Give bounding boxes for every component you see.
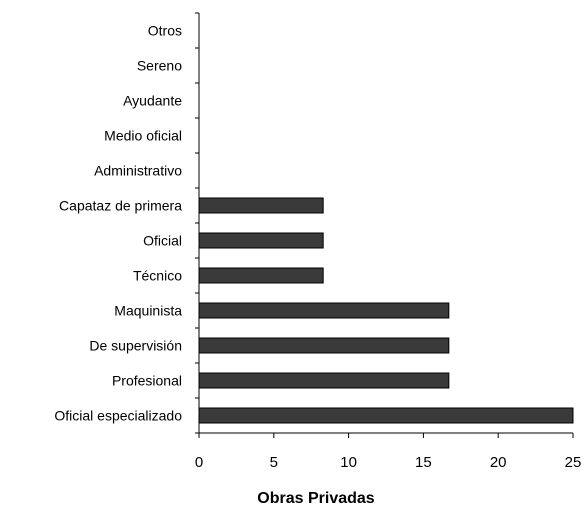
category-label: Maquinista xyxy=(114,303,182,319)
bar xyxy=(198,337,450,354)
category-label: Medio oficial xyxy=(104,128,182,144)
x-axis-ticks: 0 5 10 15 20 25 xyxy=(195,433,582,471)
category-label: Oficial especializado xyxy=(54,408,182,424)
x-axis-title: Obras Privadas xyxy=(257,490,375,507)
bar xyxy=(198,197,324,214)
category-labels: Otros Sereno Ayudante Medio oficial Administ… xyxy=(54,23,182,424)
bar xyxy=(198,302,450,319)
category-label: Oficial xyxy=(143,233,182,249)
bar xyxy=(198,232,324,249)
category-label: Ayudante xyxy=(123,93,182,109)
category-label: Administrativo xyxy=(94,163,182,179)
category-label: Sereno xyxy=(137,58,182,74)
bars-group xyxy=(198,197,574,424)
bar xyxy=(198,267,324,284)
bar xyxy=(198,407,574,424)
category-label: Profesional xyxy=(112,373,182,389)
y-axis-ticks xyxy=(195,12,199,434)
x-tick-label: 0 xyxy=(195,454,203,471)
category-label: Técnico xyxy=(133,268,182,284)
category-label: De supervisión xyxy=(89,338,182,354)
x-tick-label: 15 xyxy=(415,454,432,471)
category-label: Capataz de primera xyxy=(59,198,182,214)
bar xyxy=(198,372,450,389)
x-tick-label: 10 xyxy=(340,454,357,471)
x-tick-label: 5 xyxy=(270,454,278,471)
category-label: Otros xyxy=(148,23,182,39)
x-tick-label: 20 xyxy=(490,454,507,471)
x-tick-label: 25 xyxy=(565,454,582,471)
